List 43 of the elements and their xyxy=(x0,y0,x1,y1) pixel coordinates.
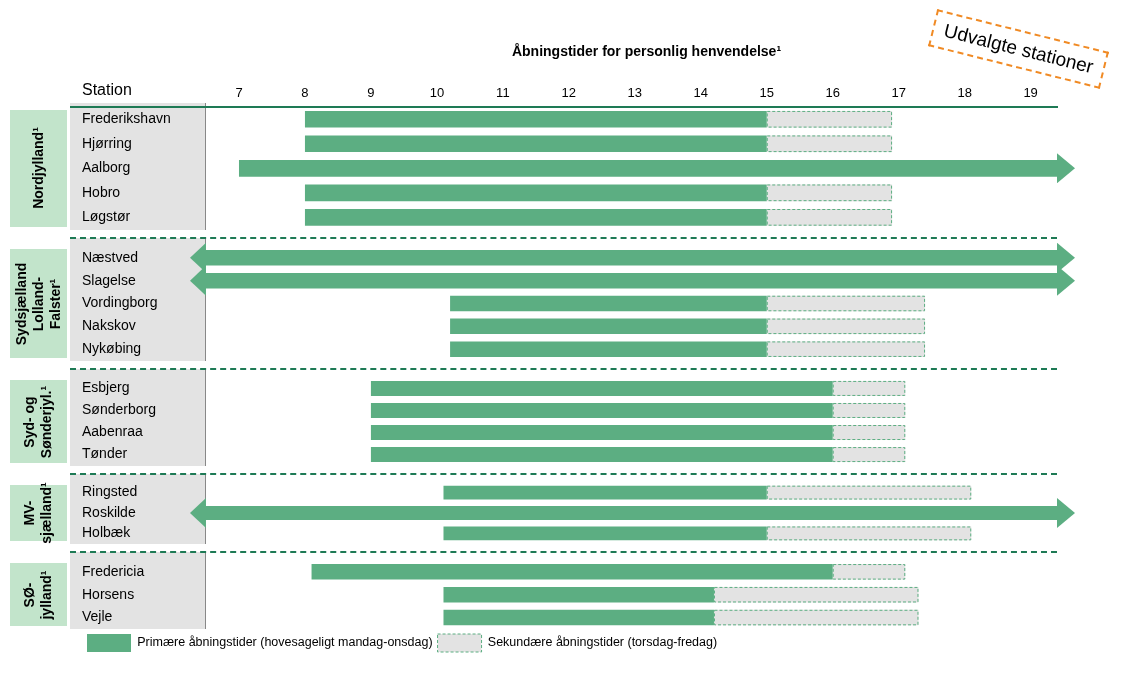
y-tick-label: Sønderborg xyxy=(82,401,156,418)
y-axis-title: Sydsjælland Lolland-Falster¹ xyxy=(12,261,63,347)
x-tick-label: 12 xyxy=(561,84,577,100)
y-tick-label: Nykøbing xyxy=(82,340,142,357)
chart-title: Åbningstider for personlig henvendelse¹ xyxy=(511,43,782,59)
y-tick-label: Esbjerg xyxy=(82,379,130,396)
x-tick-label: 14 xyxy=(693,84,708,100)
y-tick-label: Næstved xyxy=(82,248,139,265)
y-tick-label: Slagelse xyxy=(82,271,136,288)
legend-label: Sekundære åbningstider (torsdag-fredag) xyxy=(487,635,718,650)
x-tick-label: 11 xyxy=(496,84,510,100)
x-tick-label: 18 xyxy=(957,84,972,100)
x-tick-label: 19 xyxy=(1023,84,1038,100)
x-tick-label: 9 xyxy=(367,84,375,100)
y-tick-label: Hjørring xyxy=(82,134,132,151)
y-tick-label: Ringsted xyxy=(82,483,138,500)
x-tick-label: 13 xyxy=(627,84,643,100)
x-tick-label: 16 xyxy=(825,84,840,100)
legend-label: Primære åbningstider (hovesageligt mandag-onsdag) xyxy=(137,635,433,650)
x-tick-label: 17 xyxy=(891,84,906,100)
y-tick-label: Aalborg xyxy=(82,159,131,176)
y-tick-label: Holbæk xyxy=(82,524,132,541)
y-tick-label: Fredericia xyxy=(82,562,145,579)
y-axis-title: SØ-jylland¹ xyxy=(20,569,55,622)
y-tick-label: Frederikshavn xyxy=(82,110,171,127)
y-axis-title: Nordjylland¹ xyxy=(28,126,47,212)
y-axis-title: Syd- og Sønderjyl.¹ xyxy=(20,384,55,460)
y-tick-label: Horsens xyxy=(82,585,135,602)
x-tick-label: 10 xyxy=(429,84,445,100)
y-tick-label: Aabenraa xyxy=(82,423,143,440)
y-tick-label: Vordingborg xyxy=(82,294,158,311)
text: Udvalgte stationer xyxy=(941,19,1096,78)
x-tick-label: 7 xyxy=(235,84,243,100)
y-axis-title: MV-sjælland¹ xyxy=(20,482,55,544)
x-tick-label: 8 xyxy=(301,84,309,100)
y-tick-label: Hobro xyxy=(82,183,121,200)
y-tick-label: Løgstør xyxy=(82,208,131,225)
y-tick-label: Nakskov xyxy=(82,317,136,334)
x-tick-label: 15 xyxy=(759,84,774,100)
y-tick-label: Roskilde xyxy=(82,503,136,520)
y-tick-label: Tønder xyxy=(82,445,128,462)
text: Station xyxy=(82,81,132,99)
y-tick-label: Vejle xyxy=(82,608,113,625)
